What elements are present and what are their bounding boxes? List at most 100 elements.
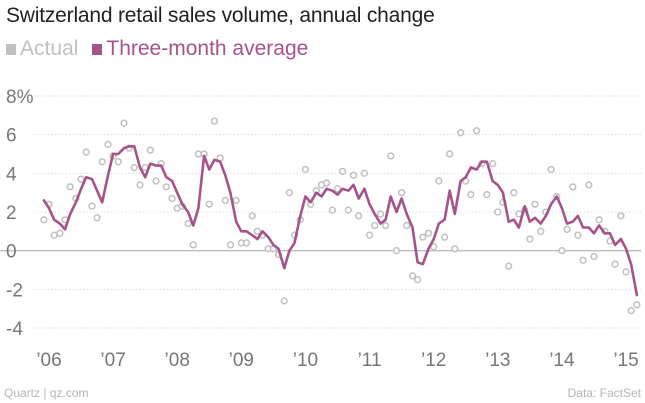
actual-data-point (88, 202, 96, 210)
actual-data-point (574, 231, 582, 239)
actual-data-point (152, 177, 160, 185)
y-axis-ticks: 8% 6 4 2 0 -2 -4 (6, 87, 34, 340)
actual-data-point (146, 146, 154, 154)
actual-data-point (408, 272, 417, 280)
actual-data-point (547, 165, 555, 174)
actual-data-point (328, 206, 337, 214)
actual-data-point (397, 189, 406, 197)
actual-data-point (435, 177, 443, 185)
legend-item-average[interactable]: Three-month average (92, 37, 308, 61)
x-tick-label: ’14 (549, 350, 575, 371)
actual-data-point (301, 165, 310, 174)
actual-data-point (322, 179, 331, 187)
actual-data-point (120, 119, 128, 127)
y-tick-label: 4 (6, 164, 17, 185)
y-tick-label: -4 (6, 319, 23, 340)
x-tick-label: ’11 (358, 350, 382, 371)
actual-data-point (451, 245, 459, 253)
actual-data-point (349, 171, 358, 179)
legend-item-actual[interactable]: Actual (6, 37, 78, 61)
actual-data-point (226, 241, 235, 249)
actual-data-point (338, 167, 347, 176)
actual-data-point (472, 127, 481, 135)
actual-data-point (114, 158, 122, 166)
actual-data-point (360, 169, 369, 177)
actual-data-point (376, 210, 385, 218)
y-tick-label: 2 (6, 203, 17, 224)
actual-data-point (579, 256, 587, 264)
grid-lines (0, 95, 641, 329)
actual-data-point (622, 268, 630, 276)
actual-data-point (424, 229, 433, 237)
legend-swatch-actual (6, 43, 16, 55)
actual-data-point (280, 297, 288, 305)
actual-data-point (510, 189, 518, 197)
actual-data-point (467, 190, 475, 199)
actual-data-point (253, 227, 262, 235)
actual-data-point (595, 216, 603, 224)
actual-data-point (419, 233, 427, 241)
actual-data-point (569, 183, 577, 191)
actual-data-point (130, 163, 138, 172)
legend-swatch-average (92, 43, 103, 55)
chart-plot-area: 8% 6 4 2 0 -2 -4 ’06 ’07 ’08 ’09 ’10 ’11 ’12 ’13 ’14 ’1… (0, 87, 641, 371)
actual-data-point (440, 233, 449, 241)
actual-data-point (82, 148, 90, 156)
actual-data-point (333, 185, 342, 193)
x-tick-label: ’09 (229, 350, 254, 371)
x-tick-label: ’06 (36, 350, 61, 371)
actual-data-point (403, 221, 411, 230)
actual-data-point (494, 208, 502, 216)
legend-label-actual: Actual (20, 37, 79, 60)
actual-data-point (66, 183, 74, 191)
actual-data-point (563, 225, 571, 234)
y-tick-label: -2 (6, 280, 23, 301)
actual-data-point (210, 117, 219, 125)
x-tick-label: ’08 (165, 350, 190, 371)
actual-data-point (446, 150, 454, 158)
actual-data-point (558, 247, 566, 255)
legend-label-average: Three-month average (106, 37, 309, 60)
actual-data-point (232, 196, 240, 205)
actual-data-point (98, 158, 106, 166)
actual-data-point (344, 206, 353, 214)
actual-data-point (104, 140, 112, 148)
actual-data-point (617, 212, 625, 220)
chart-legend: Actual Three-month average (6, 37, 322, 61)
y-tick-label: 6 (6, 126, 17, 147)
actual-data-point (483, 190, 491, 199)
actual-data-point (387, 152, 395, 160)
actual-data-point (189, 241, 197, 249)
actual-data-point (627, 306, 635, 315)
chart-title: Switzerland retail sales volume, annual … (6, 4, 435, 27)
y-tick-label: 0 (6, 242, 17, 263)
actual-data-point (633, 301, 641, 309)
actual-data-point (365, 231, 374, 239)
actual-data-point (413, 276, 422, 284)
actual-data-point (221, 196, 229, 205)
x-tick-label: ’13 (485, 350, 510, 371)
actual-data-point (50, 231, 58, 239)
y-tick-label: 8% (6, 87, 34, 108)
x-axis-ticks: ’06 ’07 ’08 ’09 ’10 ’11 ’12 ’13 ’14 ’15 (36, 350, 638, 371)
actual-data-point (248, 212, 256, 220)
footer-data-credit: Data: FactSet (567, 386, 641, 400)
actual-data-point (505, 262, 513, 270)
actual-data-point (531, 200, 539, 208)
actual-data-point (184, 219, 192, 228)
actual-data-point (40, 216, 48, 224)
actual-data-point (456, 129, 465, 137)
actual-data-point (136, 181, 144, 189)
actual-data-point (162, 183, 170, 191)
x-tick-label: ’10 (293, 350, 318, 371)
average-series (42, 145, 639, 297)
actual-data-point (93, 214, 101, 222)
actual-data-point (381, 221, 390, 230)
actual-data-point (590, 252, 598, 261)
actual-data-point (355, 212, 363, 220)
actual-data-point (488, 160, 497, 168)
actual-data-point (168, 194, 176, 203)
average-line (42, 145, 639, 297)
actual-data-point (611, 260, 619, 268)
actual-data-point (537, 227, 545, 235)
